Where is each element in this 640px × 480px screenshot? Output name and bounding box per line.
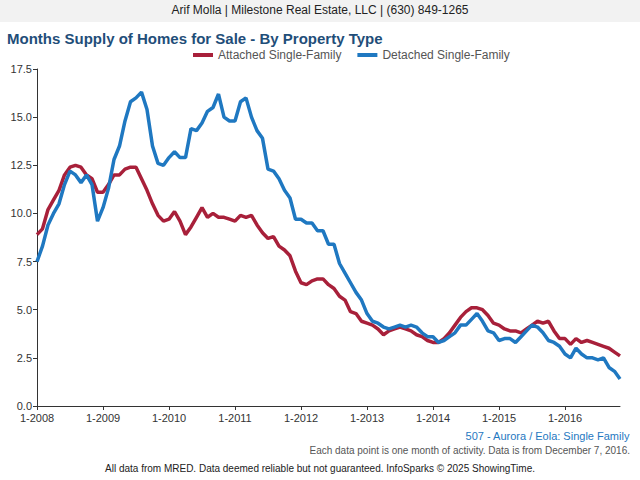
svg-text:1-2016: 1-2016 [548,412,582,424]
svg-text:7.5: 7.5 [17,256,32,268]
svg-text:1-2010: 1-2010 [152,412,186,424]
svg-text:Detached Single-Family: Detached Single-Family [382,48,509,62]
svg-text:1-2015: 1-2015 [482,412,516,424]
svg-text:All data from MRED. Data deeme: All data from MRED. Data deemed reliable… [105,463,535,474]
svg-text:507 - Aurora / Eola: Single Fa: 507 - Aurora / Eola: Single Family [466,430,630,442]
svg-text:1-2013: 1-2013 [350,412,384,424]
svg-text:1-2012: 1-2012 [284,412,318,424]
svg-text:Each data point is one month o: Each data point is one month of activity… [309,445,630,456]
svg-text:Arif Molla | Milestone Real Es: Arif Molla | Milestone Real Estate, LLC … [171,3,468,17]
svg-text:1-2011: 1-2011 [218,412,251,424]
svg-text:2.5: 2.5 [17,352,32,364]
svg-text:17.5: 17.5 [11,63,32,75]
svg-text:10.0: 10.0 [11,207,32,219]
svg-text:1-2014: 1-2014 [416,412,450,424]
svg-text:1-2008: 1-2008 [20,412,54,424]
svg-text:Attached Single-Family: Attached Single-Family [218,48,341,62]
svg-text:Months Supply of Homes for Sal: Months Supply of Homes for Sale - By Pro… [7,30,383,47]
svg-text:12.5: 12.5 [11,159,32,171]
svg-text:5.0: 5.0 [17,304,32,316]
svg-text:1-2009: 1-2009 [86,412,120,424]
svg-text:15.0: 15.0 [11,111,32,123]
svg-text:0.0: 0.0 [17,400,32,412]
